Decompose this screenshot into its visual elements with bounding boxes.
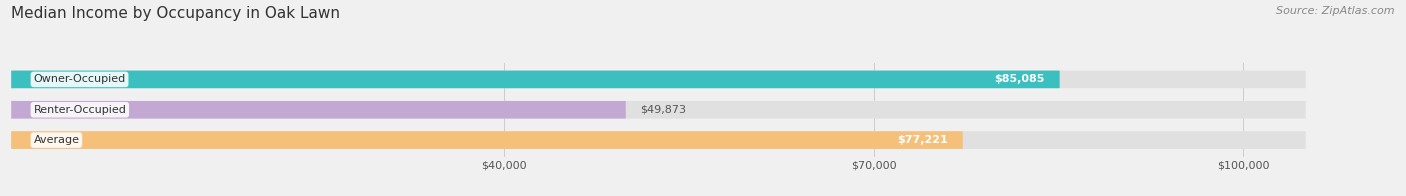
- FancyBboxPatch shape: [11, 131, 963, 149]
- Text: $77,221: $77,221: [897, 135, 948, 145]
- FancyBboxPatch shape: [11, 101, 626, 119]
- FancyBboxPatch shape: [11, 71, 1306, 88]
- FancyBboxPatch shape: [11, 131, 1306, 149]
- FancyBboxPatch shape: [11, 101, 1306, 119]
- Text: Renter-Occupied: Renter-Occupied: [34, 105, 127, 115]
- Text: $49,873: $49,873: [641, 105, 686, 115]
- Text: Source: ZipAtlas.com: Source: ZipAtlas.com: [1277, 6, 1395, 16]
- Text: $85,085: $85,085: [994, 74, 1045, 84]
- Text: Median Income by Occupancy in Oak Lawn: Median Income by Occupancy in Oak Lawn: [11, 6, 340, 21]
- Text: Average: Average: [34, 135, 79, 145]
- FancyBboxPatch shape: [11, 71, 1060, 88]
- Text: Owner-Occupied: Owner-Occupied: [34, 74, 125, 84]
